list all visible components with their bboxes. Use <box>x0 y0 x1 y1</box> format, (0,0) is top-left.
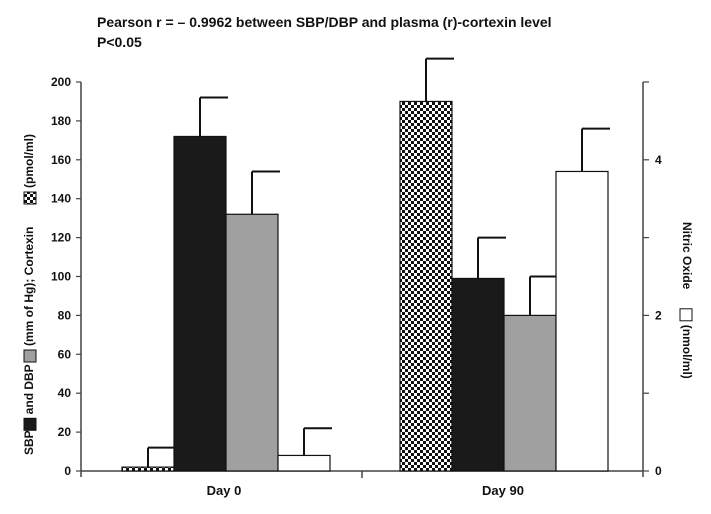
legend-swatch-no <box>679 308 693 322</box>
left-axis-label-units: (mm of Hg); Cortexin <box>22 227 36 346</box>
left-tick-label: 120 <box>51 231 71 245</box>
legend-swatch-dbp <box>23 349 37 363</box>
right-tick-label: 4 <box>655 153 662 167</box>
left-tick-label: 160 <box>51 153 71 167</box>
left-axis-label-group: SBP and DBP (mm of Hg); Cortexin (pmol/ml) <box>22 134 37 455</box>
bar-cortexin-1 <box>399 100 453 472</box>
chart-subtitle: P<0.05 <box>97 34 142 50</box>
left-axis-label-dbp: and DBP <box>22 364 36 414</box>
bar-no-1 <box>555 170 609 472</box>
legend-swatch-cortexin <box>23 191 37 205</box>
x-category-label: Day 0 <box>207 483 242 498</box>
bar-no-0 <box>277 454 331 472</box>
right-tick-label: 0 <box>655 464 662 478</box>
right-axis-label-no: Nitric Oxide <box>680 222 694 290</box>
bar-dbp-0 <box>225 213 279 472</box>
left-tick-label: 80 <box>58 308 72 322</box>
right-axis-label-group: Nitric Oxide (nmol/ml) <box>679 222 694 379</box>
bar-sbp-1 <box>451 277 505 472</box>
left-axis-label-cortexin-units: (pmol/ml) <box>22 134 36 188</box>
title-block: Pearson r = – 0.9962 between SBP/DBP and… <box>97 12 552 52</box>
left-tick-label: 140 <box>51 192 71 206</box>
x-category-label: Day 90 <box>482 483 524 498</box>
bars-layer <box>121 57 610 472</box>
labels-layer: 0 20 40 60 80 100 120 140 160 180 200 0 2 4 Day 0 Day 9… <box>22 75 694 498</box>
left-tick-label: 200 <box>51 75 71 89</box>
legend-swatch-sbp <box>23 417 37 431</box>
left-tick-label: 0 <box>64 464 71 478</box>
right-tick-label: 2 <box>655 308 662 322</box>
bar-cortexin-0 <box>121 466 175 472</box>
bar-dbp-1 <box>503 314 557 472</box>
left-tick-label: 60 <box>58 347 72 361</box>
left-tick-label: 180 <box>51 114 71 128</box>
chart-title: Pearson r = – 0.9962 between SBP/DBP and… <box>97 14 552 30</box>
left-tick-label: 40 <box>58 386 72 400</box>
left-tick-label: 100 <box>51 270 71 284</box>
bar-sbp-0 <box>173 135 227 472</box>
left-tick-label: 20 <box>58 425 72 439</box>
right-axis-label-units: (nmol/ml) <box>680 325 694 379</box>
left-axis-label-sbp: SBP <box>22 430 36 455</box>
